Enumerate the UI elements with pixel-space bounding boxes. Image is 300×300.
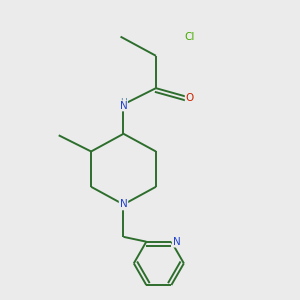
Text: O: O	[186, 93, 194, 103]
Text: N: N	[120, 101, 128, 111]
Text: N: N	[173, 237, 181, 247]
Text: H: H	[120, 98, 127, 107]
Text: Cl: Cl	[184, 32, 195, 42]
Text: N: N	[120, 200, 128, 209]
